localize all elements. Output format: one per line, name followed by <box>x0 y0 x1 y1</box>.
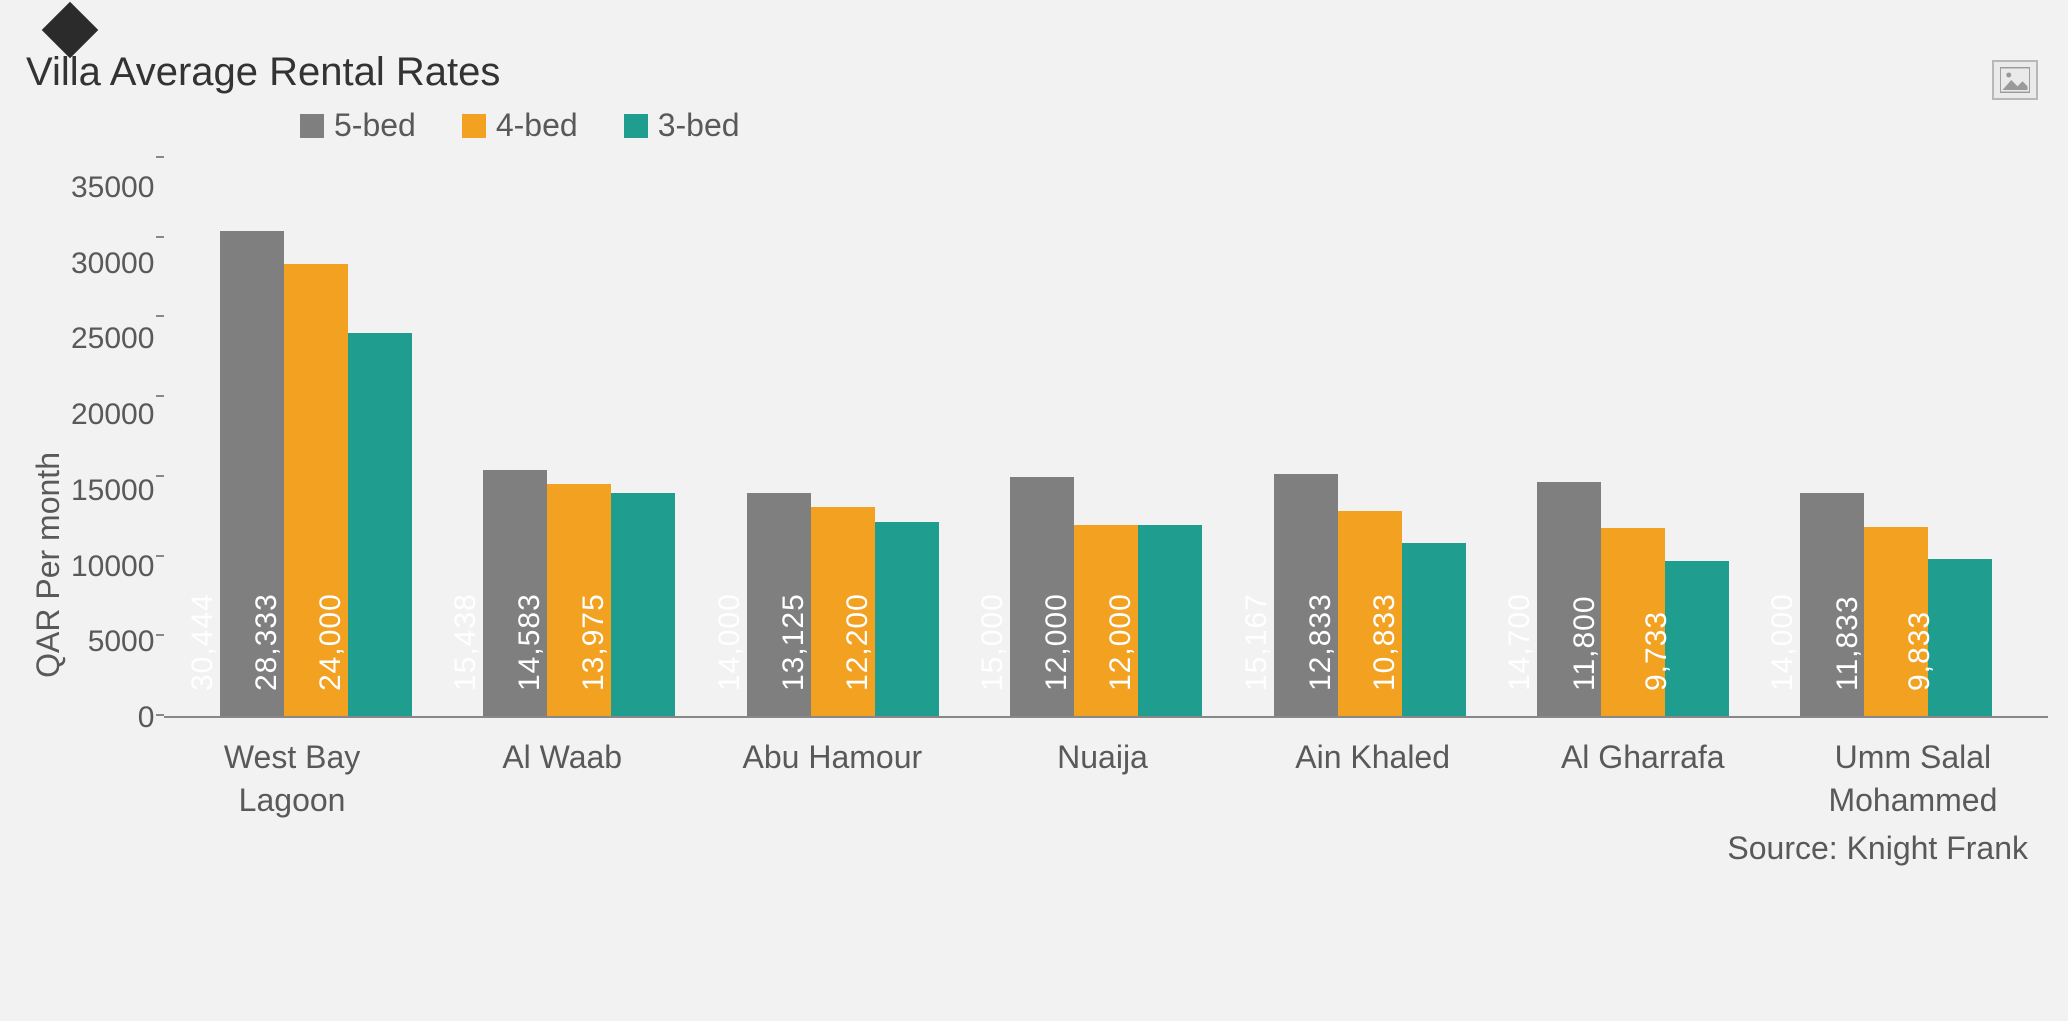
bar-value-label: 12,200 <box>841 593 875 691</box>
legend: 5-bed 4-bed 3-bed <box>300 107 2048 144</box>
y-tick-label: 35000 <box>71 173 154 203</box>
bar-value-label: 12,000 <box>1040 593 1074 691</box>
bar-value-label: 14,000 <box>1766 593 1800 691</box>
bar-value-label: 12,000 <box>1104 593 1138 691</box>
y-tick-label: 10000 <box>71 552 154 582</box>
y-tick-label: 15000 <box>71 476 154 506</box>
plot-area: 30,444 28,333 24,000 15,438 14,583 13,975 14,0… <box>164 158 2048 718</box>
bar-value-label: 9,833 <box>1903 611 1937 691</box>
legend-swatch <box>624 114 648 138</box>
bar-value-label: 11,833 <box>1832 595 1866 691</box>
x-tick-label: Al Waab <box>427 736 697 822</box>
bar: 9,833 <box>1928 559 1992 716</box>
x-tick-label: Umm SalalMohammed <box>1778 736 2048 822</box>
y-axis-label: QAR Per month <box>26 452 71 678</box>
legend-label: 5-bed <box>334 107 416 144</box>
bar-group: 30,444 28,333 24,000 <box>184 158 447 716</box>
x-tick-label: Al Gharrafa <box>1508 736 1778 822</box>
y-tick-label: 20000 <box>71 400 154 430</box>
bar-value-label: 13,125 <box>777 593 811 691</box>
bar: 10,833 <box>1402 543 1466 716</box>
x-tick-label: West BayLagoon <box>157 736 427 822</box>
chart-area: QAR Per month 35000 30000 25000 20000 15000 1… <box>26 158 2048 718</box>
legend-label: 3-bed <box>658 107 740 144</box>
bar: 12,200 <box>875 522 939 717</box>
bar-value-label: 14,000 <box>713 593 747 691</box>
bar-value-label: 15,438 <box>450 593 484 691</box>
y-axis: 35000300002500020000150001000050000 <box>71 158 164 718</box>
legend-item-3-bed: 3-bed <box>624 107 740 144</box>
bar-value-label: 10,833 <box>1368 593 1402 691</box>
y-tick-label: 5000 <box>88 627 155 657</box>
bar: 12,000 <box>1138 525 1202 716</box>
bar-group: 15,00012,00012,000 <box>975 158 1238 716</box>
bar-group: 14,000 13,125 12,200 <box>711 158 974 716</box>
bar-value-label: 9,733 <box>1640 611 1674 691</box>
legend-item-5-bed: 5-bed <box>300 107 416 144</box>
y-tick-label: 30000 <box>71 249 154 279</box>
x-tick-label: Ain Khaled <box>1238 736 1508 822</box>
bar-value-label: 12,833 <box>1304 593 1338 691</box>
bar: 9,733 <box>1665 561 1729 716</box>
bar-group: 15,438 14,583 13,975 <box>448 158 711 716</box>
legend-label: 4-bed <box>496 107 578 144</box>
y-tick-label: 0 <box>138 703 155 733</box>
source-attribution: Source: Knight Frank <box>20 830 2048 867</box>
bar-group: 15,167 12,833 10,833 <box>1238 158 1501 716</box>
bar-value-label: 15,000 <box>976 593 1010 691</box>
x-tick-label: Abu Hamour <box>697 736 967 822</box>
legend-swatch <box>462 114 486 138</box>
bar-value-label: 24,000 <box>314 593 348 691</box>
chart-title: Villa Average Rental Rates <box>26 50 2048 95</box>
bar-group: 14,700 11,800 9,733 <box>1501 158 1764 716</box>
bar-value-label: 11,800 <box>1568 595 1602 691</box>
legend-swatch <box>300 114 324 138</box>
bar-value-label: 30,444 <box>186 593 220 691</box>
bar-value-label: 14,583 <box>514 593 548 691</box>
bar: 24,000 <box>348 333 412 716</box>
image-placeholder-icon <box>1992 60 2038 100</box>
y-tick-label: 25000 <box>71 324 154 354</box>
legend-item-4-bed: 4-bed <box>462 107 578 144</box>
x-axis-labels: West BayLagoonAl WaabAbu HamourNuaijaAin… <box>157 736 2048 822</box>
bar-value-label: 15,167 <box>1240 593 1274 691</box>
bar-value-label: 13,975 <box>578 593 612 691</box>
bar-group: 14,000 11,833 9,833 <box>1765 158 2028 716</box>
bar-groups: 30,444 28,333 24,000 15,438 14,583 13,975 14,0… <box>184 158 2028 716</box>
x-tick-label: Nuaija <box>967 736 1237 822</box>
bar-value-label: 14,700 <box>1503 593 1537 691</box>
bar: 13,975 <box>611 493 675 716</box>
bar-value-label: 28,333 <box>250 593 284 691</box>
